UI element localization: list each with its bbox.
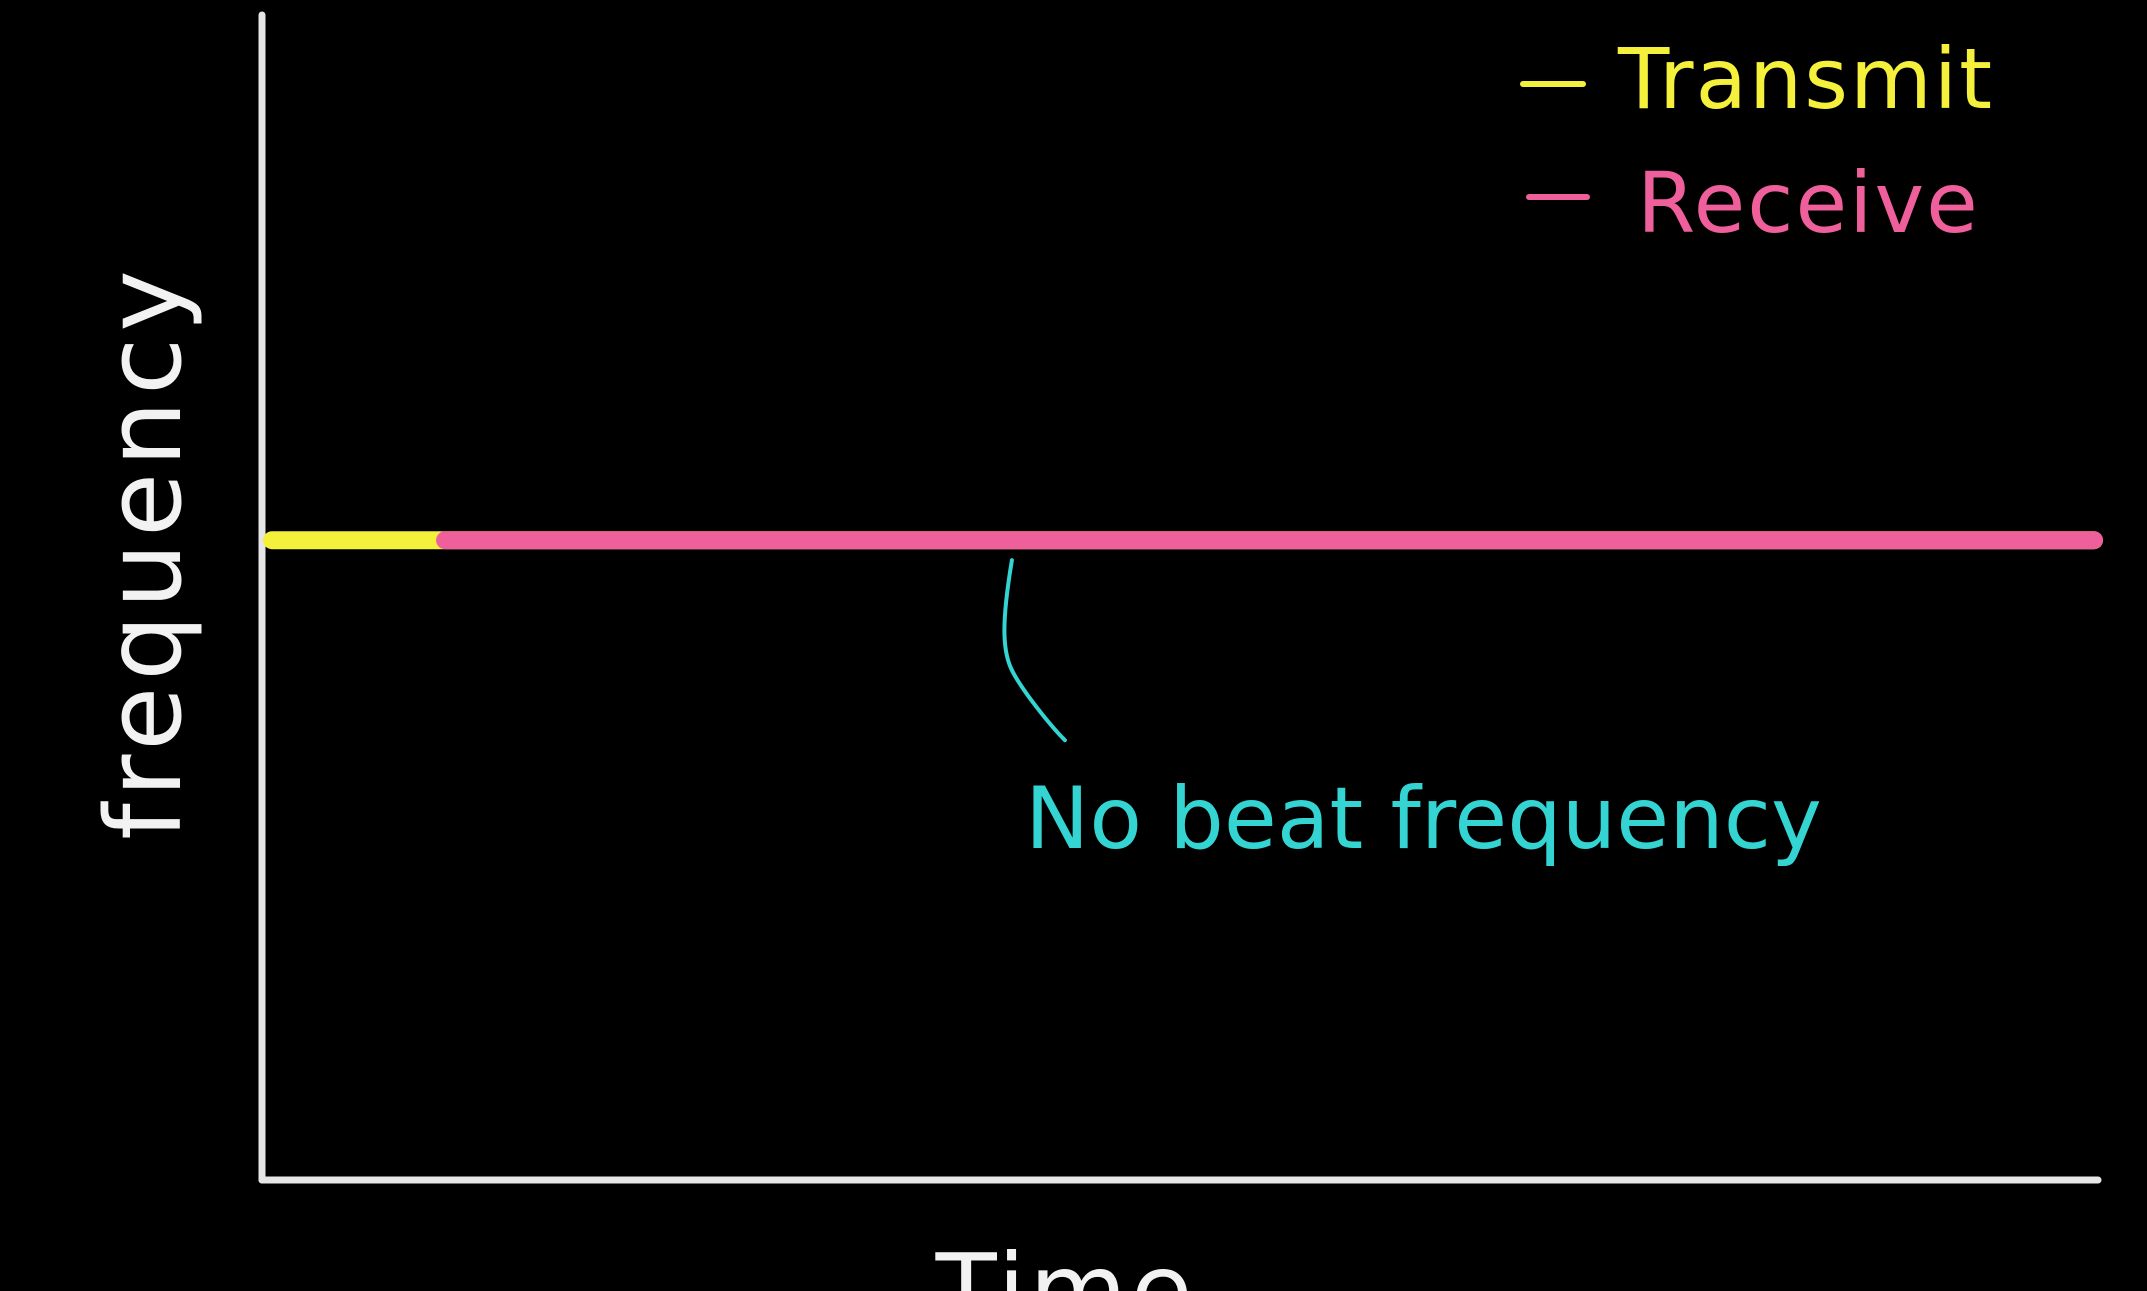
annotation-text: No beat frequency [1025, 769, 1822, 869]
x-axis-label: Time [935, 1232, 1197, 1291]
y-axis-label: frequency [83, 264, 205, 840]
legend-label-receive: Receive [1637, 154, 1980, 252]
legend: Transmit Receive [1520, 30, 1994, 252]
annotation-leader-line [1002, 558, 1067, 743]
legend-label-transmit: Transmit [1617, 30, 1994, 128]
